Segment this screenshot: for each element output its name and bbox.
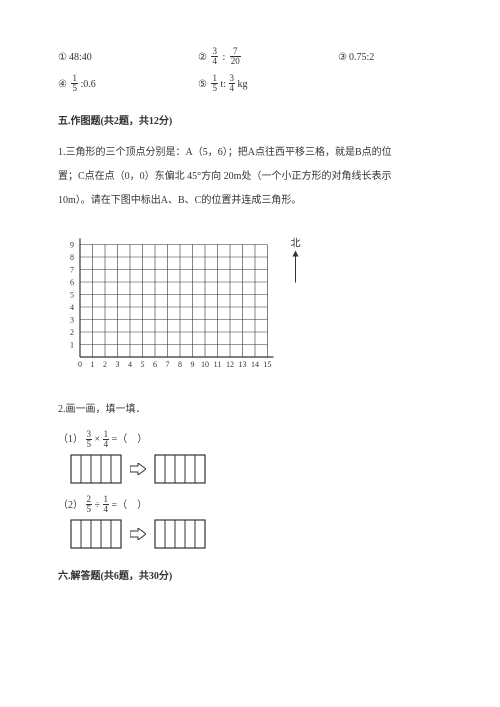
item-number: ⑤ [198, 75, 207, 94]
q1-line: 置；C点在点（0，0）东偏北 45°方向 20m处（一个小正方形的对角线长表示 [58, 165, 442, 189]
eq: =（ ） [112, 500, 148, 511]
section-heading: 六.解答题(共6题，共30分) [58, 567, 442, 586]
fraction: 15 [71, 74, 78, 93]
item-number: ③ [338, 48, 347, 67]
mid: t: [220, 79, 228, 90]
arrow-icon [130, 528, 146, 540]
fraction: 34 [229, 74, 236, 93]
svg-text:7: 7 [166, 360, 170, 369]
ratio-item: ④ 15 :0.6 [58, 75, 198, 94]
fraction: 25 [86, 495, 93, 514]
svg-text:1: 1 [70, 341, 74, 350]
prefix: （1） [58, 434, 83, 445]
svg-text:14: 14 [251, 360, 259, 369]
svg-text:6: 6 [153, 360, 157, 369]
svg-text:2: 2 [103, 360, 107, 369]
svg-text:9: 9 [191, 360, 195, 369]
rect-pair-2 [70, 519, 442, 549]
grid-svg: 0123456789101112131415123456789北 [58, 229, 318, 379]
expr: 48:40 [69, 52, 92, 63]
q2-line: 2.画一画，填一填． [58, 398, 442, 422]
rect-strip [70, 454, 122, 484]
q1-line: 1.三角形的三个顶点分别是：A（5，6）；把A点往西平移三格，就是B点的位 [58, 141, 442, 165]
op: ÷ [95, 500, 101, 511]
ratio-item: ② 34 : 720 [198, 48, 338, 67]
ratio-item: ③0.75:2 [338, 48, 374, 67]
fraction: 720 [230, 47, 241, 66]
svg-text:4: 4 [70, 303, 74, 312]
expr-2: （2） 25 ÷ 14 =（ ） [58, 496, 442, 515]
svg-text:北: 北 [291, 238, 301, 250]
expr: 0.75:2 [349, 52, 374, 63]
svg-text:5: 5 [70, 291, 74, 300]
ratio-item: ⑤ 15 t: 34 kg [198, 75, 248, 94]
arrow-icon [130, 463, 146, 475]
item-number: ② [198, 48, 207, 67]
rect-pair-1 [70, 454, 442, 484]
ratio-item: ①48:40 [58, 48, 198, 67]
page-root: ①48:40 ② 34 : 720 ③0.75:2 ④ 15 :0.6 ⑤ 15… [0, 0, 500, 707]
svg-text:4: 4 [128, 360, 132, 369]
svg-text:13: 13 [239, 360, 247, 369]
fraction: 15 [211, 74, 218, 93]
svg-text:10: 10 [201, 360, 209, 369]
item-number: ④ [58, 75, 67, 94]
svg-text:6: 6 [70, 278, 74, 287]
svg-text:0: 0 [78, 360, 82, 369]
svg-text:12: 12 [226, 360, 234, 369]
q1-line: 10m）。请在下图中标出A、B、C的位置并连成三角形。 [58, 189, 442, 213]
section-heading: 五.作图题(共2题，共12分) [58, 112, 442, 131]
fraction: 14 [103, 495, 110, 514]
tail: :0.6 [80, 79, 95, 90]
svg-text:15: 15 [264, 360, 272, 369]
svg-text:1: 1 [91, 360, 95, 369]
svg-text:8: 8 [178, 360, 182, 369]
fraction: 14 [103, 430, 110, 449]
ratio-row-1: ①48:40 ② 34 : 720 ③0.75:2 [58, 48, 442, 67]
rect-strip [70, 519, 122, 549]
rect-strip [154, 519, 206, 549]
tail: kg [238, 79, 248, 90]
svg-text:11: 11 [214, 360, 222, 369]
ratio-row-2: ④ 15 :0.6 ⑤ 15 t: 34 kg [58, 75, 442, 94]
svg-text:5: 5 [141, 360, 145, 369]
coordinate-grid: 0123456789101112131415123456789北 [58, 229, 442, 386]
fraction: 35 [86, 430, 93, 449]
svg-text:9: 9 [70, 241, 74, 250]
svg-text:7: 7 [70, 266, 74, 275]
expr-1: （1） 35 × 14 =（ ） [58, 430, 442, 449]
prefix: （2） [58, 500, 83, 511]
item-number: ① [58, 48, 67, 67]
svg-text:3: 3 [116, 360, 120, 369]
sep: : [222, 52, 225, 63]
svg-text:8: 8 [70, 253, 74, 262]
rect-strip [154, 454, 206, 484]
eq: =（ ） [112, 434, 148, 445]
svg-text:3: 3 [70, 316, 74, 325]
op: × [95, 434, 101, 445]
fraction: 34 [211, 47, 218, 66]
svg-text:2: 2 [70, 328, 74, 337]
